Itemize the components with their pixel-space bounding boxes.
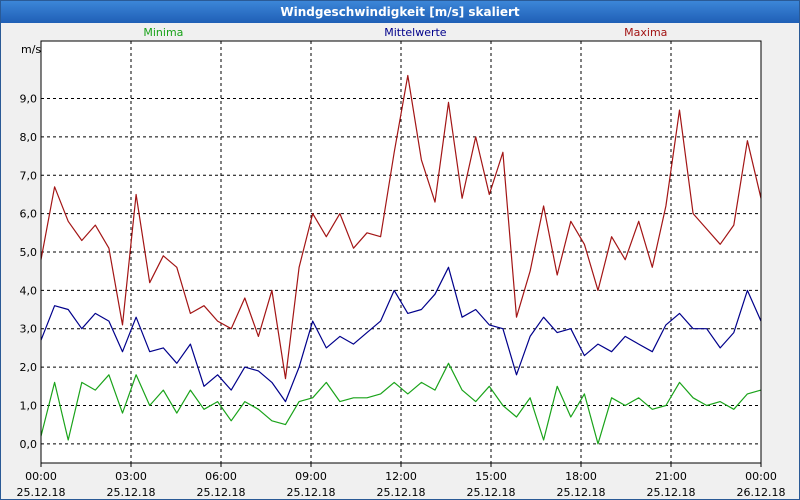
x-tick-date: 25.12.18 (197, 486, 246, 499)
x-tick-time: 06:00 (205, 470, 237, 483)
y-tick-label: 0,0 (20, 438, 38, 451)
x-tick-date: 25.12.18 (647, 486, 696, 499)
x-tick-time: 15:00 (475, 470, 507, 483)
y-tick-label: 1,0 (20, 399, 38, 412)
x-tick-date: 25.12.18 (17, 486, 66, 499)
x-tick-time: 21:00 (655, 470, 687, 483)
x-tick-time: 00:00 (25, 470, 57, 483)
x-tick-time: 03:00 (115, 470, 147, 483)
x-tick-date: 25.12.18 (287, 486, 336, 499)
x-tick-date: 25.12.18 (377, 486, 426, 499)
x-tick-date: 25.12.18 (107, 486, 156, 499)
y-tick-label: 9,0 (20, 93, 38, 106)
y-tick-label: 7,0 (20, 169, 38, 182)
x-tick-date: 26.12.18 (737, 486, 786, 499)
series-line-mittelwerte (40, 266, 762, 403)
series-line-minima (40, 362, 762, 445)
x-tick-time: 09:00 (295, 470, 327, 483)
x-tick-time: 18:00 (565, 470, 597, 483)
y-tick-label: 5,0 (20, 246, 38, 259)
x-tick-time: 00:00 (745, 470, 777, 483)
y-axis-label: m/s (21, 43, 41, 56)
wind-speed-chart: 0,0 1,0 2,0 3,0 4,0 5,0 6,0 7,0 8,0 9,0 00:00 25.12… (17, 26, 786, 499)
legend-maxima: Maxima (624, 26, 667, 39)
series-line-maxima (40, 74, 762, 380)
y-tick-label: 6,0 (20, 208, 38, 221)
window-title: Windgeschwindigkeit [m/s] skaliert (1, 1, 799, 23)
y-tick-label: 2,0 (20, 361, 38, 374)
legend-minima: Minima (143, 26, 183, 39)
y-tick-label: 8,0 (20, 131, 38, 144)
y-tick-label: 4,0 (20, 284, 38, 297)
x-tick-date: 25.12.18 (557, 486, 606, 499)
plot-border (40, 40, 762, 464)
x-tick-time: 12:00 (385, 470, 417, 483)
legend-mittelwerte: Mittelwerte (384, 26, 447, 39)
x-tick-date: 25.12.18 (467, 486, 516, 499)
y-tick-label: 3,0 (20, 323, 38, 336)
